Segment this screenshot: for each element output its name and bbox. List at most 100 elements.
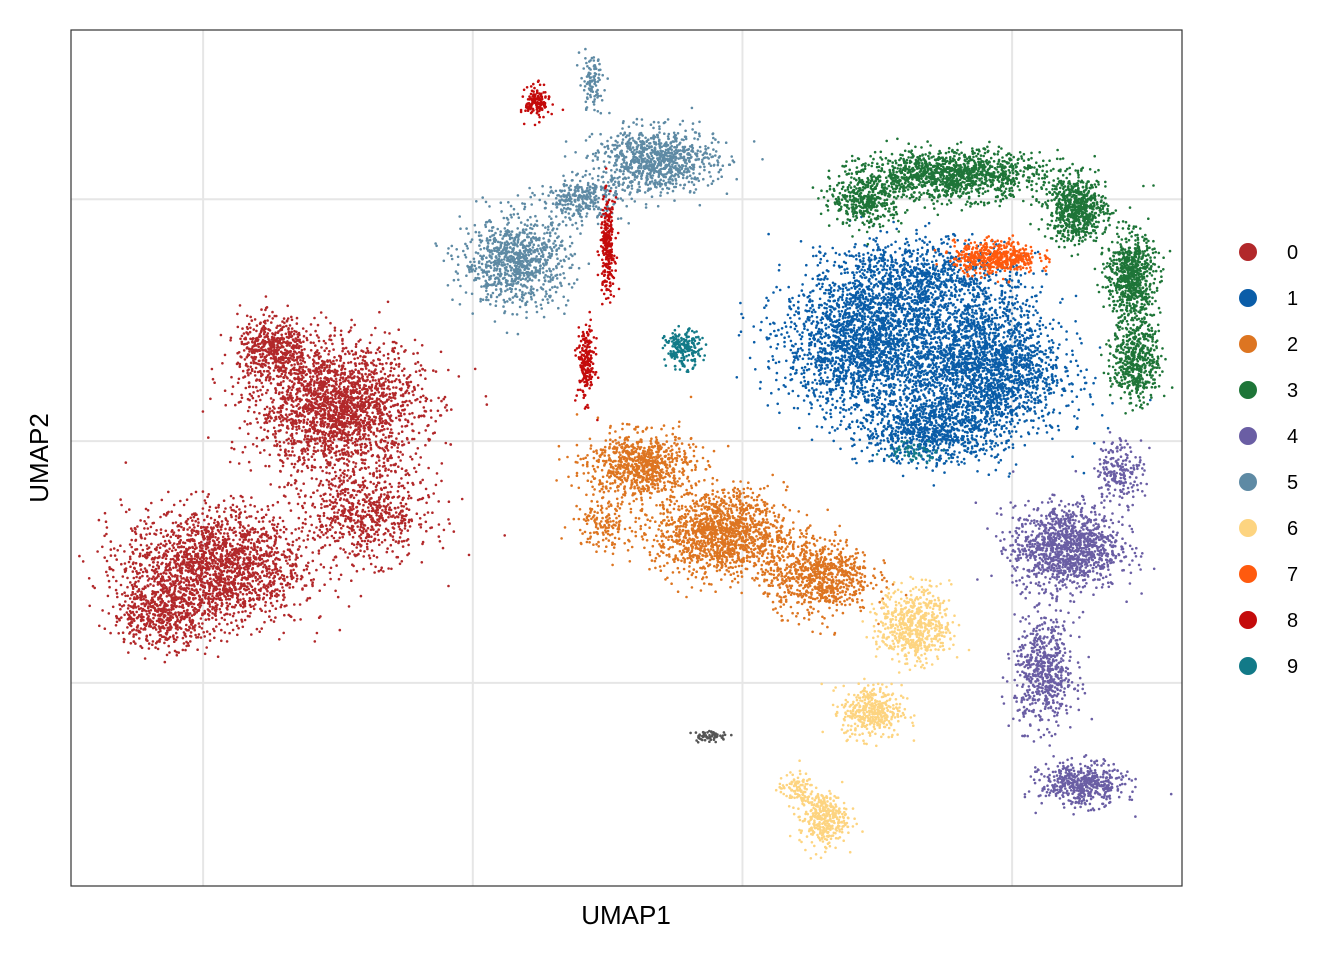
data-point bbox=[238, 426, 242, 430]
data-point bbox=[166, 533, 170, 537]
data-point bbox=[136, 525, 139, 528]
data-point bbox=[279, 528, 282, 532]
data-point bbox=[88, 604, 91, 608]
data-point bbox=[162, 535, 165, 538]
data-point bbox=[369, 562, 373, 566]
data-point bbox=[191, 519, 194, 522]
data-point bbox=[256, 564, 260, 568]
data-point bbox=[253, 318, 257, 321]
data-point bbox=[194, 533, 197, 537]
data-point bbox=[324, 376, 327, 379]
data-point bbox=[267, 536, 271, 540]
data-point bbox=[331, 447, 334, 451]
data-point bbox=[252, 543, 256, 547]
data-point bbox=[293, 345, 297, 348]
data-point bbox=[336, 373, 340, 377]
data-point bbox=[160, 498, 164, 502]
data-point bbox=[204, 575, 207, 578]
data-point bbox=[291, 367, 295, 371]
data-point bbox=[333, 430, 337, 433]
data-point bbox=[199, 588, 202, 591]
data-point bbox=[426, 424, 429, 428]
data-point bbox=[364, 530, 368, 533]
data-point bbox=[135, 585, 138, 588]
data-point bbox=[339, 547, 342, 550]
data-point bbox=[294, 528, 297, 531]
data-point bbox=[374, 440, 378, 444]
data-point bbox=[386, 449, 390, 452]
data-point bbox=[330, 377, 333, 381]
data-point bbox=[309, 375, 312, 379]
data-point bbox=[270, 594, 274, 598]
data-point bbox=[205, 556, 208, 560]
data-point bbox=[274, 607, 278, 610]
data-point bbox=[253, 590, 257, 593]
data-point bbox=[302, 456, 306, 459]
data-point bbox=[371, 397, 374, 401]
data-point bbox=[290, 531, 294, 535]
data-point bbox=[373, 369, 376, 373]
data-point bbox=[304, 389, 307, 393]
data-point bbox=[385, 362, 388, 365]
data-point bbox=[253, 530, 257, 534]
data-point bbox=[259, 342, 262, 346]
data-point bbox=[360, 488, 364, 492]
data-point bbox=[239, 337, 242, 341]
data-point bbox=[329, 408, 332, 411]
data-point bbox=[285, 527, 288, 531]
data-point bbox=[344, 439, 348, 443]
data-point bbox=[298, 387, 301, 390]
data-point bbox=[320, 424, 323, 428]
data-point bbox=[317, 552, 321, 555]
data-point bbox=[281, 419, 285, 422]
data-point bbox=[197, 562, 201, 566]
data-point bbox=[271, 409, 274, 413]
data-point bbox=[409, 380, 413, 384]
data-point bbox=[353, 383, 356, 387]
data-point bbox=[407, 391, 411, 395]
data-point bbox=[328, 451, 331, 455]
data-point bbox=[192, 529, 196, 532]
data-point bbox=[347, 379, 350, 383]
data-point bbox=[312, 438, 316, 441]
data-point bbox=[207, 436, 210, 439]
data-point bbox=[226, 612, 229, 616]
data-point bbox=[323, 349, 327, 353]
data-point bbox=[167, 575, 171, 579]
data-point bbox=[260, 627, 264, 630]
data-point bbox=[273, 444, 276, 447]
data-point bbox=[143, 567, 147, 570]
data-point bbox=[377, 409, 381, 413]
data-point bbox=[264, 560, 268, 563]
data-point bbox=[361, 410, 365, 413]
data-point bbox=[304, 380, 307, 383]
data-point bbox=[390, 366, 393, 370]
data-point bbox=[111, 568, 115, 572]
data-point bbox=[209, 565, 213, 568]
data-point bbox=[251, 351, 254, 355]
data-point bbox=[258, 556, 262, 559]
data-point bbox=[362, 350, 365, 353]
data-point bbox=[393, 379, 397, 383]
data-point bbox=[405, 389, 409, 392]
data-point bbox=[355, 423, 359, 427]
data-point bbox=[390, 485, 393, 489]
data-point bbox=[231, 565, 234, 569]
data-point bbox=[274, 331, 277, 335]
data-point bbox=[341, 347, 345, 350]
data-point bbox=[416, 397, 419, 401]
data-point bbox=[168, 567, 171, 571]
data-point bbox=[301, 575, 304, 579]
data-point bbox=[139, 543, 143, 547]
data-point bbox=[229, 339, 232, 342]
data-point bbox=[273, 419, 276, 422]
data-point bbox=[335, 450, 338, 454]
data-point bbox=[178, 513, 181, 517]
data-point bbox=[202, 566, 206, 569]
data-point bbox=[153, 571, 157, 575]
data-point bbox=[333, 511, 336, 514]
data-point bbox=[266, 388, 269, 392]
data-point bbox=[321, 497, 324, 501]
data-point bbox=[259, 563, 262, 566]
data-point bbox=[249, 550, 252, 554]
